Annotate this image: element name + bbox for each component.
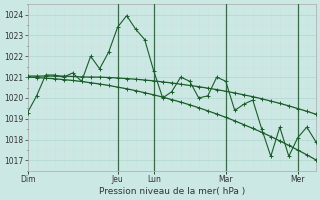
X-axis label: Pression niveau de la mer( hPa ): Pression niveau de la mer( hPa ) <box>99 187 245 196</box>
